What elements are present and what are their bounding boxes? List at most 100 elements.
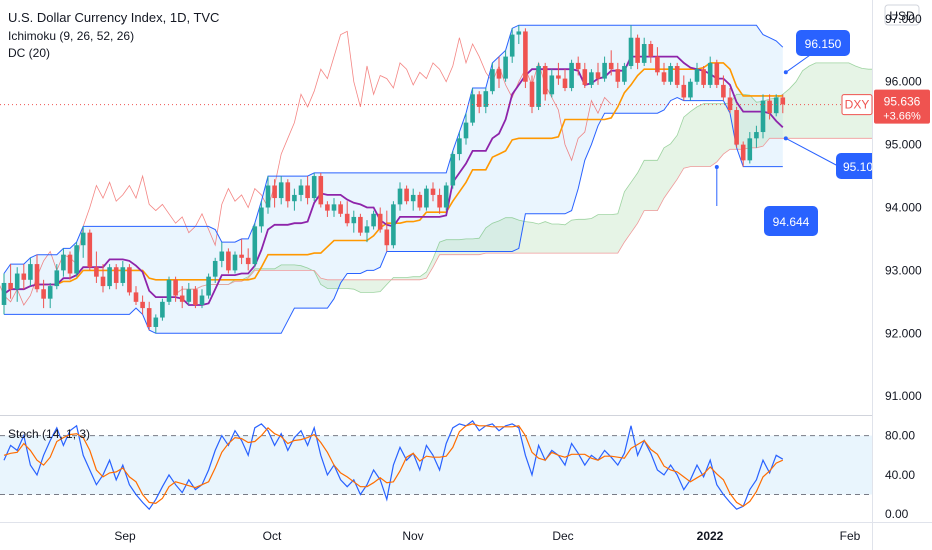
candle-body (318, 176, 324, 205)
candle-body (21, 273, 27, 280)
candle-body (1, 282, 7, 305)
donchian-upper (3, 24, 784, 274)
candle-body (371, 213, 376, 227)
candle-body (272, 185, 277, 199)
candle-body (212, 260, 218, 277)
stoch-d-line (3, 423, 784, 508)
currency-label: USD (889, 9, 915, 23)
candle-body (496, 69, 502, 79)
candle-body (298, 185, 304, 195)
candle-body (410, 194, 416, 202)
candle-body (351, 216, 357, 224)
symbol-tag: DXY (845, 98, 870, 112)
candle-body (311, 176, 317, 199)
callout-point-middle (783, 136, 788, 141)
candle-body (615, 69, 621, 82)
candle-body (94, 267, 99, 277)
candle-body (674, 66, 680, 85)
candle-body (127, 267, 132, 293)
chart-title: U.S. Dollar Currency Index, 1D, TVC (8, 10, 220, 25)
candle-body (358, 216, 363, 233)
candle-body (120, 267, 126, 283)
candle-body (754, 132, 759, 139)
candle-body (523, 31, 528, 82)
stoch-tick-label: 40.00 (885, 468, 915, 482)
price-tick-label: 94.000 (885, 201, 922, 215)
candle-body (589, 72, 594, 85)
candle-body (490, 69, 495, 92)
candle-body (377, 213, 383, 230)
candle-body (74, 245, 79, 274)
candle-body (569, 62, 574, 89)
stoch-tick-label: 80.00 (885, 429, 915, 443)
candle-body (721, 84, 726, 98)
candle-body (186, 289, 192, 302)
callout-point-lower (714, 165, 719, 170)
time-axis-label: Nov (402, 529, 423, 543)
candle-body (239, 254, 244, 258)
candle-body (707, 62, 713, 85)
donchian-fill (4, 25, 783, 334)
candle-body (608, 62, 614, 70)
candle-body (549, 75, 555, 95)
candle-body (61, 254, 66, 271)
price-tick-label: 92.000 (885, 326, 922, 340)
candle-body (457, 138, 462, 155)
candle-body (450, 154, 456, 186)
candle-body (635, 37, 640, 63)
candle-body (516, 31, 522, 35)
kumo-cloud (175, 62, 932, 294)
candle-body (391, 204, 396, 246)
candle-body (179, 295, 185, 302)
candle-body (542, 66, 548, 95)
candle-body (463, 122, 469, 139)
candle-body (641, 44, 647, 63)
candle-body (602, 62, 607, 79)
candle-body (430, 188, 436, 195)
candle-body (285, 182, 291, 202)
candle-body (193, 289, 198, 305)
lagging-span (0, 30, 612, 306)
stoch-legend: Stoch (14, 1, 3) (8, 427, 91, 441)
candle-body (100, 276, 106, 287)
candle-body (305, 185, 310, 199)
candle-body (681, 84, 687, 98)
callout-point-upper (783, 70, 788, 75)
time-axis-label: Feb (840, 529, 861, 543)
candle-body (226, 251, 231, 271)
candle-body (384, 229, 390, 246)
candle-body (582, 69, 588, 85)
candle-body (655, 56, 660, 73)
donchian-legend: DC (20) (8, 46, 51, 60)
candle-body (575, 62, 581, 70)
callout-lower: 94.644 (773, 215, 810, 229)
candle-body (740, 144, 746, 161)
candle-body (476, 94, 482, 107)
candle-body (47, 286, 53, 299)
stoch-band (0, 435, 872, 495)
candle-body (199, 295, 205, 305)
time-axis-label: Dec (552, 529, 573, 543)
donchian-lower (4, 96, 783, 334)
candle-body (688, 81, 693, 98)
callout-upper: 96.150 (805, 37, 842, 51)
candle-body (628, 37, 634, 67)
candle-body (113, 267, 119, 283)
candle-body (747, 138, 753, 161)
candle-body (509, 34, 515, 57)
candle-body (556, 75, 561, 79)
price-tick-label: 91.000 (885, 389, 922, 403)
candle-body (206, 276, 211, 296)
candle-body (417, 194, 423, 208)
candle-body (529, 81, 535, 107)
candle-body (661, 72, 667, 82)
price-tick-label: 93.000 (885, 263, 922, 277)
time-axis-label: 2022 (697, 529, 724, 543)
candle-body (727, 97, 733, 111)
candle-body (483, 91, 489, 107)
ichimoku-legend: Ichimoku (9, 26, 52, 26) (8, 29, 135, 43)
candle-body (404, 188, 409, 202)
candle-body (166, 279, 172, 302)
candle-body (232, 254, 238, 271)
